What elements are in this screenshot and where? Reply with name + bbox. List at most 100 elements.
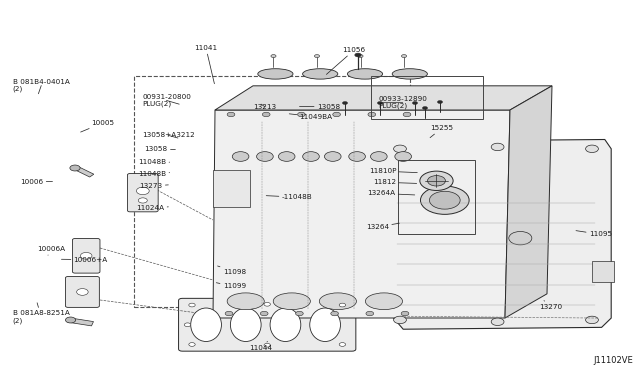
Bar: [592, 261, 614, 282]
Ellipse shape: [191, 308, 221, 341]
Circle shape: [331, 311, 339, 316]
Circle shape: [422, 106, 428, 109]
Circle shape: [298, 112, 305, 117]
Ellipse shape: [392, 69, 428, 79]
Ellipse shape: [365, 293, 403, 310]
Polygon shape: [213, 110, 510, 318]
Text: 13264: 13264: [366, 223, 399, 230]
Circle shape: [339, 303, 346, 307]
Text: 11056: 11056: [326, 47, 365, 74]
Text: 11048B: 11048B: [138, 171, 170, 177]
Text: 10006+A: 10006+A: [61, 257, 108, 263]
FancyBboxPatch shape: [179, 298, 356, 351]
Text: 13058+A3212: 13058+A3212: [142, 132, 195, 138]
Circle shape: [225, 311, 233, 316]
Circle shape: [264, 302, 270, 306]
FancyBboxPatch shape: [65, 276, 99, 307]
Bar: [68, 318, 93, 326]
Polygon shape: [387, 140, 611, 329]
Circle shape: [257, 152, 273, 161]
Circle shape: [401, 311, 409, 316]
Circle shape: [395, 152, 412, 161]
Ellipse shape: [273, 293, 310, 310]
Text: 10006A: 10006A: [37, 246, 65, 255]
Circle shape: [232, 152, 249, 161]
Circle shape: [429, 191, 460, 209]
Circle shape: [260, 311, 268, 316]
Ellipse shape: [319, 293, 356, 310]
Circle shape: [412, 102, 417, 105]
Circle shape: [339, 343, 346, 346]
Circle shape: [378, 102, 383, 105]
Circle shape: [420, 186, 469, 214]
Circle shape: [371, 152, 387, 161]
Text: -11048B: -11048B: [266, 194, 312, 200]
Ellipse shape: [348, 69, 383, 79]
Circle shape: [77, 289, 88, 295]
Circle shape: [296, 311, 303, 316]
Circle shape: [81, 253, 92, 259]
Text: 13270: 13270: [539, 301, 562, 310]
Text: 11810P: 11810P: [369, 168, 417, 174]
Circle shape: [278, 152, 295, 161]
Text: 11099: 11099: [216, 283, 246, 289]
Circle shape: [428, 176, 445, 186]
Text: 11024A: 11024A: [136, 205, 168, 211]
FancyBboxPatch shape: [127, 173, 158, 212]
Text: 11041: 11041: [195, 45, 218, 84]
Circle shape: [136, 187, 149, 195]
Circle shape: [368, 112, 376, 117]
Text: 13213: 13213: [253, 104, 276, 110]
Bar: [75, 167, 94, 177]
Circle shape: [358, 55, 363, 58]
Circle shape: [438, 100, 443, 103]
Circle shape: [264, 343, 270, 347]
Text: 13058: 13058: [300, 104, 340, 110]
Circle shape: [492, 143, 504, 151]
Circle shape: [333, 112, 340, 117]
Ellipse shape: [303, 69, 338, 79]
Text: 10005: 10005: [81, 120, 115, 132]
Circle shape: [509, 231, 532, 245]
Text: 13264A: 13264A: [367, 190, 415, 196]
Text: 00931-20800
PLUG(2): 00931-20800 PLUG(2): [142, 94, 191, 107]
Circle shape: [342, 102, 348, 105]
Circle shape: [324, 152, 341, 161]
Text: 00933-12890
PLUG(2): 00933-12890 PLUG(2): [378, 96, 427, 109]
Bar: [398, 160, 475, 234]
Text: 15255: 15255: [430, 125, 453, 138]
Circle shape: [189, 343, 195, 346]
Text: 10006: 10006: [20, 179, 52, 185]
Text: 11095: 11095: [576, 231, 612, 237]
Text: 13273: 13273: [140, 183, 168, 189]
Text: 13058: 13058: [145, 146, 175, 152]
Circle shape: [355, 53, 361, 57]
Circle shape: [492, 318, 504, 326]
Circle shape: [271, 55, 276, 58]
Polygon shape: [505, 86, 552, 318]
Circle shape: [403, 112, 411, 117]
Circle shape: [420, 171, 453, 190]
Ellipse shape: [310, 308, 340, 341]
Text: B 081B4-0401A
(2): B 081B4-0401A (2): [13, 79, 70, 94]
Text: 11049BA: 11049BA: [289, 114, 333, 120]
Ellipse shape: [258, 69, 293, 79]
Circle shape: [262, 112, 270, 117]
Circle shape: [189, 303, 195, 307]
Text: J11102VE: J11102VE: [594, 356, 634, 365]
Circle shape: [394, 316, 406, 324]
Circle shape: [70, 165, 80, 171]
Circle shape: [394, 145, 406, 153]
Text: B 081A8-8251A
(2): B 081A8-8251A (2): [13, 303, 70, 324]
Circle shape: [138, 198, 147, 203]
Ellipse shape: [230, 308, 261, 341]
Circle shape: [366, 311, 374, 316]
Ellipse shape: [227, 293, 264, 310]
Bar: [134, 76, 410, 307]
Text: 11048B: 11048B: [138, 159, 170, 165]
Circle shape: [586, 316, 598, 324]
Circle shape: [401, 55, 406, 58]
Text: 11044: 11044: [249, 341, 272, 351]
Circle shape: [227, 112, 235, 117]
Ellipse shape: [270, 308, 301, 341]
